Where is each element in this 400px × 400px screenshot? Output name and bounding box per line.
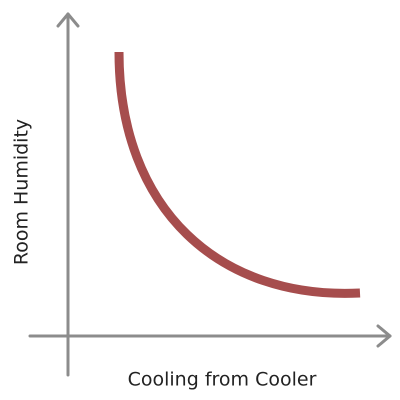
curve [114, 51, 361, 298]
axes [28, 12, 392, 377]
y-axis-arrow [56, 12, 80, 28]
x-axis-label: Cooling from Cooler [128, 369, 317, 391]
y-axis-label: Room Humidity [11, 119, 33, 265]
x-axis-arrow [376, 324, 392, 348]
